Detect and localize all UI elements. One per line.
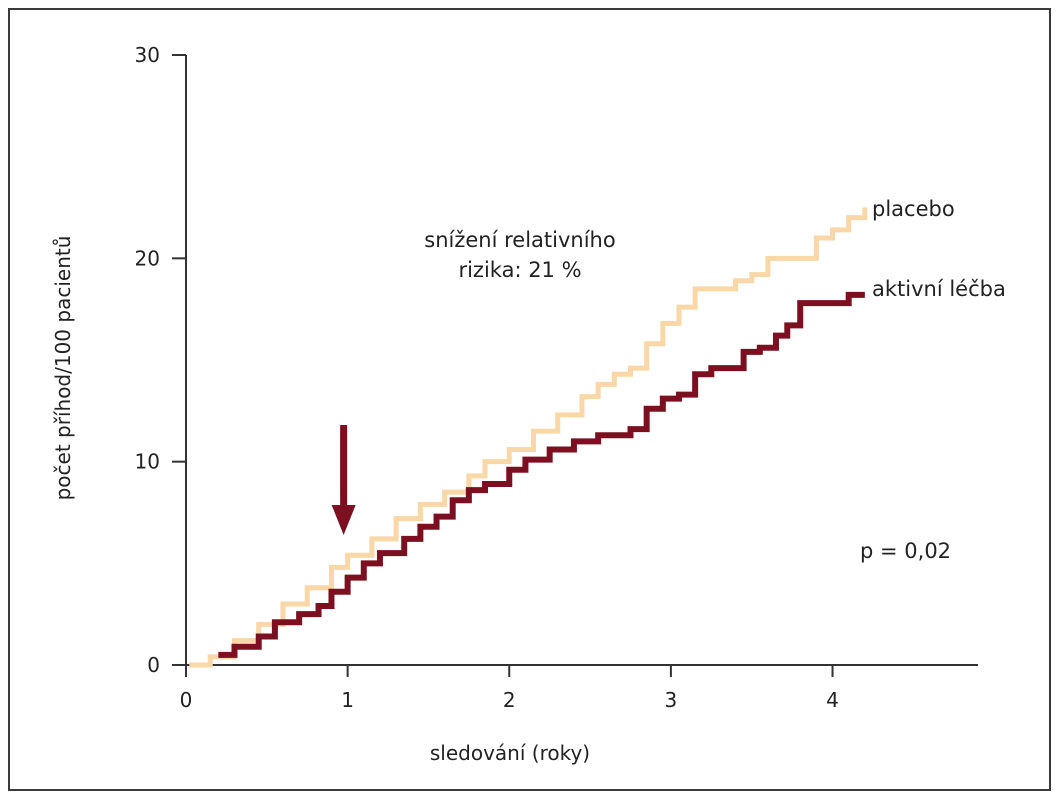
arrow-head xyxy=(331,505,356,535)
labels: sledování (roky) počet příhod/100 pacien… xyxy=(51,197,1006,765)
annotation-arrow xyxy=(331,425,356,535)
x-tick-label: 1 xyxy=(341,688,354,712)
series-line-placebo xyxy=(189,207,868,668)
series-line-active xyxy=(218,291,865,658)
x-tick-label: 3 xyxy=(665,688,678,712)
x-tick-label: 2 xyxy=(503,688,516,712)
annotation-p-value: p = 0,02 xyxy=(860,539,951,563)
y-tick-label: 20 xyxy=(135,246,160,270)
x-axis-label: sledování (roky) xyxy=(430,741,590,765)
x-tick-label: 0 xyxy=(180,688,193,712)
x-tick-label: 4 xyxy=(826,688,839,712)
series-lines xyxy=(189,207,868,668)
series-label-active: aktivní léčba xyxy=(872,277,1006,301)
axes xyxy=(172,54,978,677)
annotation-reduction-line1: snížení relativního xyxy=(424,228,615,252)
annotation-reduction-line2: rizika: 21 % xyxy=(458,258,581,282)
y-tick-label: 0 xyxy=(147,653,160,677)
y-tick-label: 30 xyxy=(135,43,160,67)
y-axis-label: počet příhod/100 pacientů xyxy=(51,236,75,501)
series-label-placebo: placebo xyxy=(872,197,955,221)
figure-frame xyxy=(8,8,1051,791)
tick-labels: 0 10 20 30 0 1 2 3 4 xyxy=(135,43,839,712)
y-tick-label: 10 xyxy=(135,450,160,474)
